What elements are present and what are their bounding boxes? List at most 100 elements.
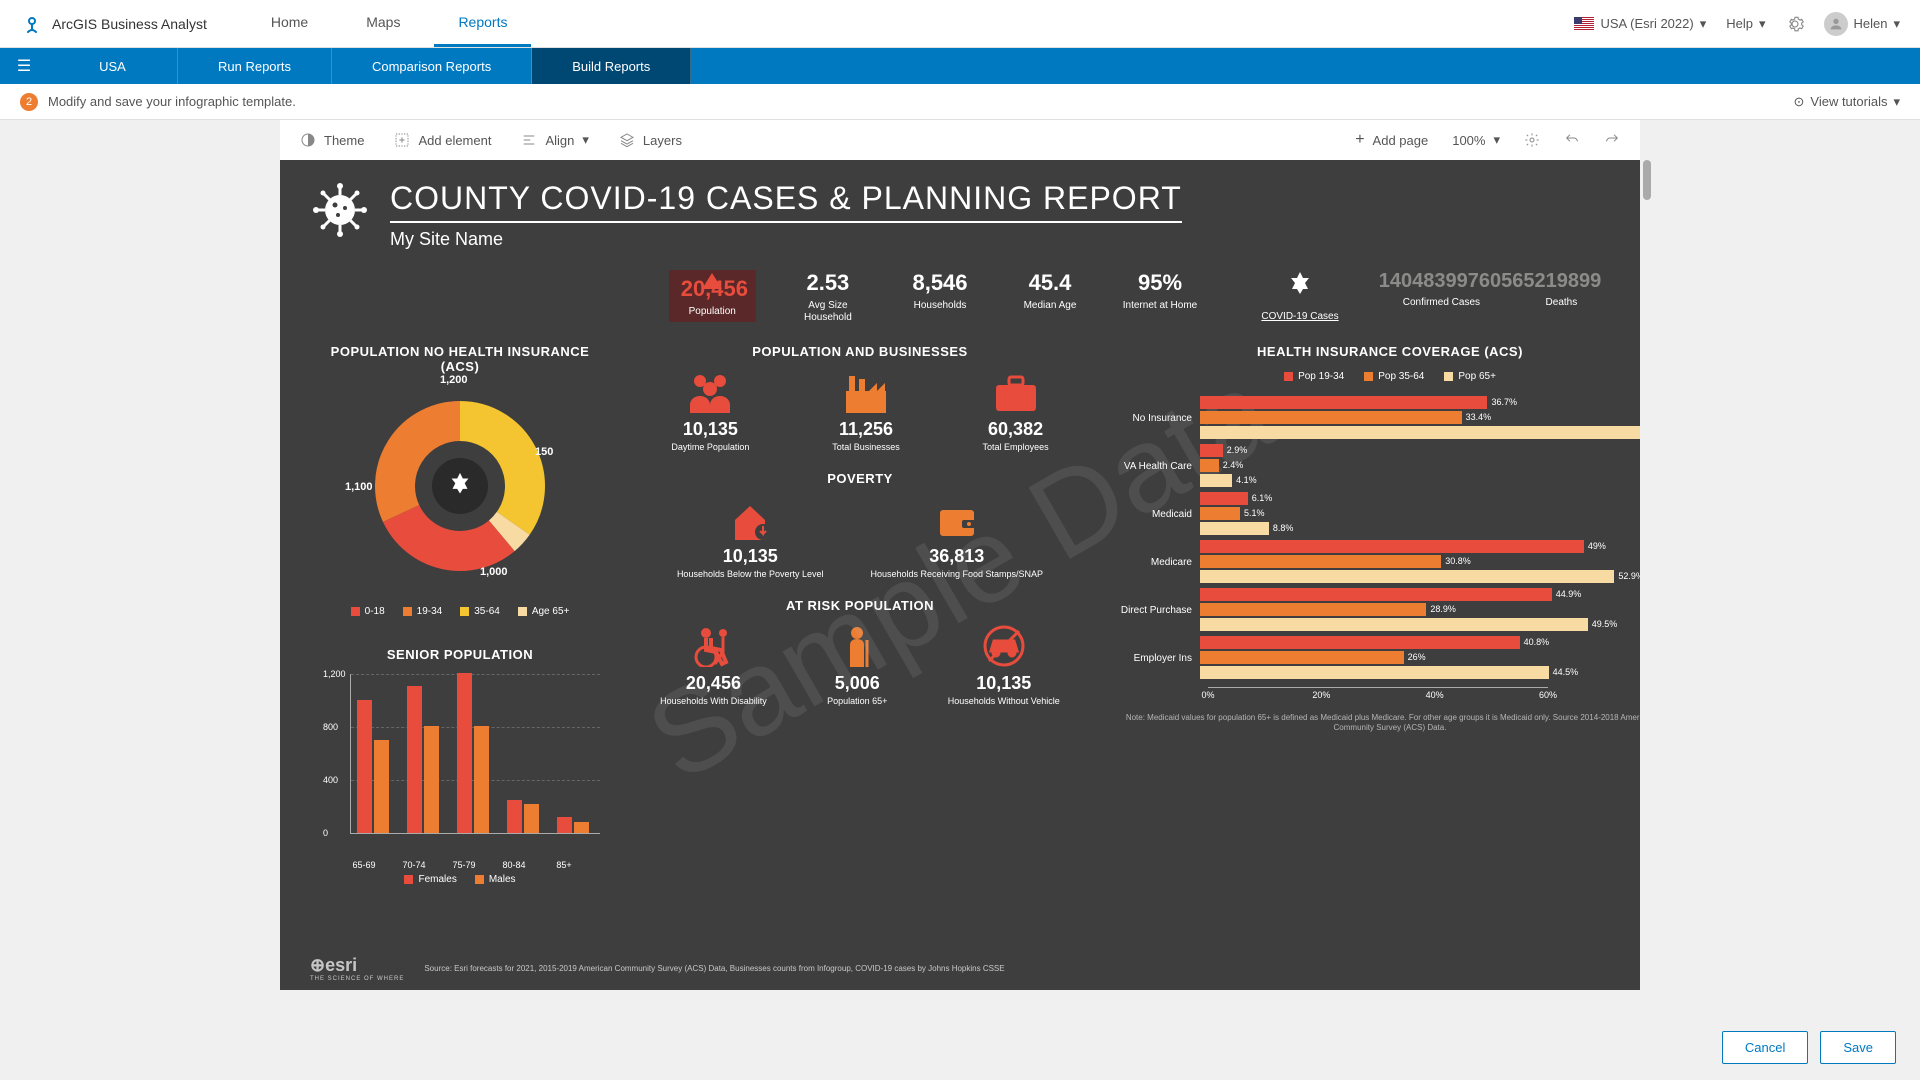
esri-logo: ⊕esri THE SCIENCE OF WHERE — [310, 955, 404, 982]
sub-tab-country[interactable]: USA — [48, 48, 178, 84]
bar-group — [407, 686, 439, 833]
chevron-down-icon: ▾ — [1893, 94, 1900, 110]
sub-tab-run[interactable]: Run Reports — [178, 48, 332, 84]
medical-icon — [445, 471, 475, 501]
atrisk-grid: 20,456Households With Disability5,006Pop… — [630, 625, 1090, 707]
settings-button[interactable] — [1524, 132, 1540, 148]
nav-maps[interactable]: Maps — [342, 0, 424, 47]
align-icon — [521, 132, 537, 148]
bottom-bar: Cancel Save — [1722, 1031, 1896, 1064]
nav-reports[interactable]: Reports — [434, 0, 531, 47]
donut-segment-label: 1,000 — [480, 566, 508, 578]
usa-flag-icon — [1574, 17, 1594, 30]
redo-icon — [1604, 132, 1620, 148]
settings-button[interactable] — [1786, 15, 1804, 33]
save-button[interactable]: Save — [1820, 1031, 1896, 1064]
cancel-button[interactable]: Cancel — [1722, 1031, 1808, 1064]
ig-subtitle: My Site Name — [390, 223, 1182, 250]
hbar-note: Note: Medicaid values for population 65+… — [1110, 713, 1640, 734]
covid-icon-block: COVID-19 Cases — [1260, 270, 1340, 323]
canvas-scrollbar[interactable] — [1640, 160, 1654, 990]
chevron-down-icon: ▾ — [582, 132, 589, 148]
view-tutorials-link[interactable]: ⊙ View tutorials ▾ — [1793, 94, 1900, 110]
bar-xtick: 85+ — [556, 860, 571, 870]
bar-xtick: 70-74 — [402, 860, 425, 870]
locale-label: USA (Esri 2022) — [1600, 16, 1693, 31]
stat-item: 5,006Population 65+ — [827, 625, 887, 707]
hbar-bar: 26% — [1200, 651, 1404, 664]
help-menu[interactable]: Help ▾ — [1726, 16, 1765, 32]
sub-tab-comparison[interactable]: Comparison Reports — [332, 48, 532, 84]
sub-tab-build[interactable]: Build Reports — [532, 48, 691, 84]
kpi-row: 20,456Population2.53Avg Size Household8,… — [660, 260, 1640, 344]
poverty-title: POVERTY — [630, 471, 1090, 486]
undo-icon — [1564, 132, 1580, 148]
bar-group — [507, 800, 539, 833]
source-text: Source: Esri forecasts for 2021, 2015-20… — [424, 964, 1004, 973]
add-element-button[interactable]: Add element — [394, 132, 491, 148]
logo-area: ArcGIS Business Analyst — [20, 12, 207, 36]
hbar-category: Direct Purchase44.9%28.9%49.5% — [1110, 588, 1640, 633]
zoom-selector[interactable]: 100% ▾ — [1452, 132, 1500, 148]
app-logo-icon — [20, 12, 44, 36]
bar-xtick: 65-69 — [352, 860, 375, 870]
bar-xtick: 75-79 — [452, 860, 475, 870]
add-page-button[interactable]: + Add page — [1355, 131, 1428, 149]
donut-segment-label: 150 — [535, 446, 553, 458]
ig-header: COUNTY COVID-19 CASES & PLANNING REPORT … — [280, 160, 1640, 260]
center-column: POPULATION AND BUSINESSES 10,135Daytime … — [630, 344, 1090, 885]
hbar-bar: 44.5% — [1200, 666, 1549, 679]
donut-title: POPULATION NO HEALTH INSURANCE (ACS) — [310, 344, 610, 374]
chevron-down-icon: ▾ — [1493, 132, 1500, 148]
wallet-icon — [932, 498, 982, 540]
hbar-category: Employer Ins40.8%26%44.5% — [1110, 636, 1640, 681]
hbar-bar: 33.4% — [1200, 411, 1462, 424]
hbar-bar: 30.8% — [1200, 555, 1441, 568]
bar — [357, 700, 372, 833]
align-button[interactable]: Align ▾ — [521, 132, 588, 148]
donut-segment-label: 1,200 — [440, 374, 468, 386]
gear-icon — [1786, 15, 1804, 33]
layers-button[interactable]: Layers — [619, 132, 682, 148]
undo-button[interactable] — [1564, 132, 1580, 148]
donut-center — [432, 458, 488, 514]
right-column: HEALTH INSURANCE COVERAGE (ACS) Pop 19-3… — [1110, 344, 1640, 885]
theme-button[interactable]: Theme — [300, 132, 364, 148]
bar — [557, 817, 572, 833]
chevron-down-icon: ▾ — [1700, 16, 1707, 32]
hbar-category: Medicaid6.1%5.1%8.8% — [1110, 492, 1640, 537]
bar — [374, 740, 389, 833]
ig-title: COUNTY COVID-19 CASES & PLANNING REPORT — [390, 180, 1182, 223]
locale-selector[interactable]: USA (Esri 2022) ▾ — [1574, 16, 1706, 32]
hbar-category: VA Health Care2.9%2.4%4.1% — [1110, 444, 1640, 489]
ig-title-block: COUNTY COVID-19 CASES & PLANNING REPORT … — [390, 180, 1182, 250]
hbar-bar: 2.4% — [1200, 459, 1219, 472]
infographic-canvas[interactable]: Sample Data COUNTY COVID-19 CASES & PLAN… — [280, 160, 1640, 990]
stat-item: 36,813Households Receiving Food Stamps/S… — [870, 498, 1043, 580]
bar — [574, 822, 589, 833]
top-header: ArcGIS Business Analyst Home Maps Report… — [0, 0, 1920, 48]
donut-segment-label: 1,100 — [345, 481, 373, 493]
covid-link[interactable]: COVID-19 Cases — [1260, 311, 1340, 323]
hbar-bar: 49.5% — [1200, 618, 1588, 631]
left-column: POPULATION NO HEALTH INSURANCE (ACS) 1,2… — [310, 344, 610, 885]
legend-item: Age 65+ — [518, 606, 570, 617]
hbar-tick: 40% — [1426, 690, 1444, 700]
user-menu[interactable]: Helen ▾ — [1824, 12, 1901, 36]
legend-item: Females — [404, 874, 456, 885]
hbar-title: HEALTH INSURANCE COVERAGE (ACS) — [1110, 344, 1640, 359]
donut-chart: 1,2001501,0001,100 — [360, 386, 560, 586]
nav-home[interactable]: Home — [247, 0, 332, 47]
legend-item: 35-64 — [460, 606, 500, 617]
covid-numbers: 14048399760565219899 Confirmed Cases Dea… — [1370, 270, 1610, 309]
redo-button[interactable] — [1604, 132, 1620, 148]
hbar-tick: 0% — [1201, 690, 1214, 700]
step-bar: 2 Modify and save your infographic templ… — [0, 84, 1920, 120]
hbar-bar: 57.3% — [1200, 426, 1640, 439]
hbar-tick: 60% — [1539, 690, 1557, 700]
bar — [524, 804, 539, 833]
play-icon: ⊙ — [1793, 94, 1804, 110]
donut-legend: 0-1819-3435-64Age 65+ — [310, 606, 610, 617]
hbar-bar: 52.9% — [1200, 570, 1614, 583]
hamburger-menu[interactable]: ☰ — [0, 48, 48, 84]
